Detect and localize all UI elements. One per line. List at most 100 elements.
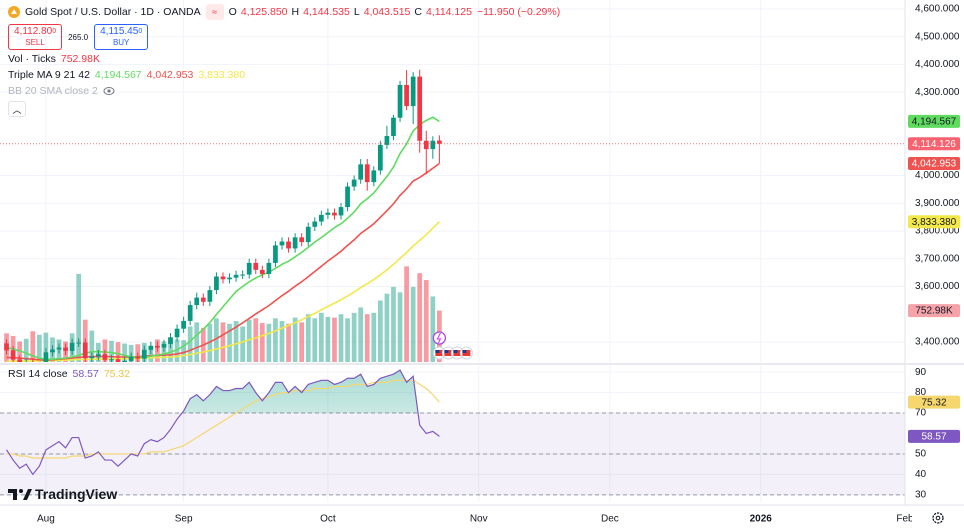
rsi-tick-label: 70 (915, 408, 927, 419)
volume-bar (259, 323, 265, 362)
volume-bar (292, 317, 298, 362)
candle-body (233, 274, 239, 278)
volume-bar (397, 292, 403, 362)
volume-bar (240, 326, 246, 362)
volume-bar (410, 286, 416, 362)
ma-value: 4,042.953 (146, 69, 194, 81)
volume-bar (266, 323, 272, 362)
y-tick-label: 3,600.000 (915, 281, 960, 292)
ma-line (6, 221, 440, 362)
ohlc-key: C (414, 6, 422, 18)
volume-bar (30, 331, 36, 362)
candle-body (279, 241, 285, 246)
candle-body (128, 356, 134, 361)
candle-body (214, 276, 219, 291)
ohlc-value: 4,043.515 (363, 6, 411, 18)
rsi-tick-label: 40 (915, 469, 927, 480)
ma-tag: 4,194.567 (912, 117, 957, 128)
logo: TradingView (8, 486, 117, 502)
candle-body (10, 350, 16, 360)
volume-bar (253, 318, 259, 362)
candle-body (384, 136, 390, 145)
settings-button[interactable] (932, 512, 944, 524)
candle-body (227, 277, 232, 280)
volume-bar (214, 318, 219, 362)
x-tick-label: Feb (896, 514, 914, 525)
candle-body (417, 76, 423, 141)
candle-body (253, 262, 259, 270)
candle-body (378, 144, 383, 171)
rsi-ma-tag-bg (908, 395, 960, 409)
volume-bar (417, 273, 423, 362)
event-icon (432, 331, 447, 345)
candle-body (69, 342, 75, 351)
y-tick-label: 4,400.000 (915, 59, 960, 70)
volume-bar (299, 322, 305, 362)
y-tick-label: 3,900.000 (915, 198, 960, 209)
volume-bar (391, 286, 396, 362)
candle-body (358, 164, 364, 180)
buy-button[interactable]: 4,115.450 BUY (94, 24, 149, 50)
candle-body (332, 212, 337, 216)
rsi-value: 58.57 (72, 368, 99, 380)
candle-body (410, 76, 416, 107)
event-icon-bolt (436, 332, 442, 344)
candle-body (17, 359, 23, 362)
compare-button[interactable]: ≈ (205, 4, 224, 20)
candle-body (430, 140, 436, 150)
volume-bar (312, 318, 318, 362)
volume-bar (351, 312, 357, 362)
y-tick-label: 4,300.000 (915, 87, 960, 98)
volume-value: 752.98K (60, 53, 100, 65)
rsi-tick-label: 30 (915, 489, 927, 500)
candle-body (404, 84, 409, 107)
candle-body (168, 337, 173, 344)
rsi-tick-label: 90 (915, 367, 927, 378)
collapse-button[interactable]: ︿ (8, 101, 26, 117)
candle-body (391, 117, 396, 137)
candle-body (371, 170, 377, 183)
volume-tag-bg (908, 304, 960, 318)
candle-body (325, 212, 331, 215)
volume-bar (76, 273, 82, 362)
x-tick-label: 2026 (750, 514, 773, 525)
volume-bar (286, 323, 291, 362)
rsi-pane (0, 366, 905, 502)
volume-bar (273, 318, 278, 362)
volume-bar (332, 317, 337, 362)
candle-body (299, 237, 305, 243)
event-flag-canton (435, 350, 440, 353)
volume-bar (161, 341, 167, 362)
volume-bar (318, 312, 324, 362)
volume-bar (338, 314, 344, 362)
rsi-tick-label: 80 (915, 387, 927, 398)
volume-tag: 752.98K (915, 306, 953, 317)
x-tick-label: Sep (175, 514, 193, 525)
x-tick-label: Aug (37, 514, 55, 525)
rsi-name: RSI 14 close (8, 368, 68, 380)
eye-icon[interactable] (103, 86, 115, 96)
volume-bar (220, 322, 226, 362)
candle-body (246, 262, 252, 275)
symbol-icon (8, 6, 20, 18)
candle-body (286, 241, 291, 249)
ma-values: 4,194.567 4,042.953 3,833.380 (95, 69, 245, 81)
ma-tag-bg (908, 114, 960, 128)
candle-body (50, 349, 55, 353)
logo-text: TradingView (35, 486, 118, 502)
sell-label: SELL (25, 38, 45, 47)
collapse-row: ︿ (8, 101, 26, 117)
sell-button[interactable]: 4,112.800 SELL (8, 24, 63, 50)
symbol-row: Gold Spot / U.S. Dollar · 1D · OANDA ≈ O… (8, 4, 560, 20)
y-tick-label: 3,400.000 (915, 337, 960, 348)
sell-price-sup: 0 (52, 28, 57, 35)
bb-name: BB 20 SMA close 2 (8, 85, 98, 97)
candle-body (292, 237, 298, 249)
candle-body (312, 221, 318, 227)
candle-body (423, 140, 429, 150)
candle-body (43, 352, 49, 362)
y-tick-label: 3,700.000 (915, 253, 960, 264)
candle-body (148, 345, 154, 350)
volume-bar (36, 334, 42, 362)
candle-body (174, 328, 180, 338)
